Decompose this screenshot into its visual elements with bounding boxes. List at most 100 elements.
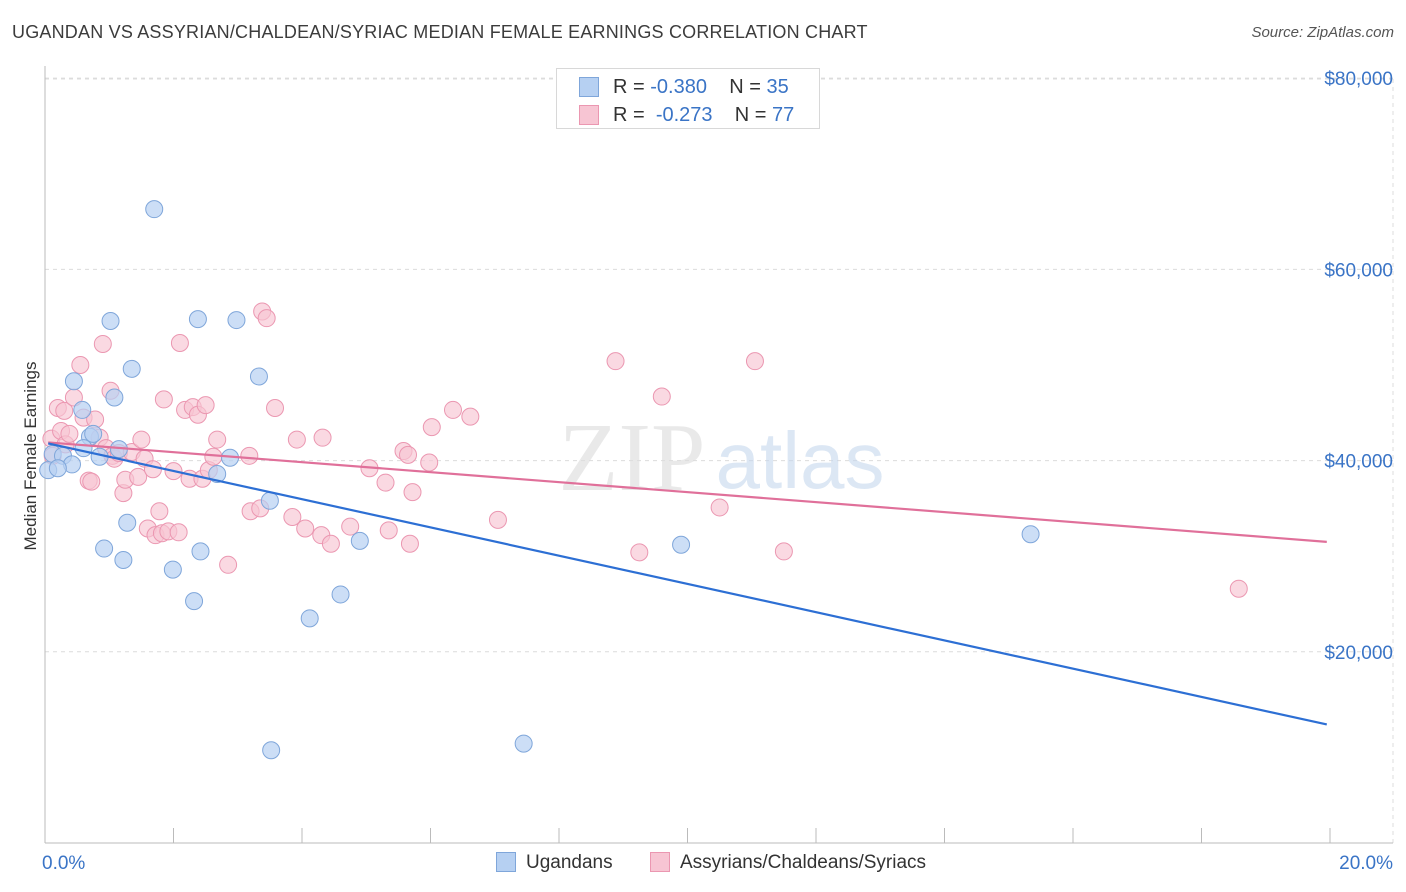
bottom-legend-label: Assyrians/Chaldeans/Syriacs bbox=[680, 852, 927, 873]
legend-swatch-pink bbox=[579, 105, 599, 125]
data-point-assyrians bbox=[422, 418, 441, 437]
data-point-assyrians bbox=[170, 334, 189, 353]
legend-r-value: -0.380 bbox=[650, 76, 707, 98]
data-point-assyrians bbox=[774, 542, 793, 561]
data-point-ugandans bbox=[95, 539, 114, 558]
legend-n-value: 77 bbox=[772, 104, 795, 126]
data-point-ugandans bbox=[208, 464, 227, 483]
data-point-assyrians bbox=[93, 334, 112, 353]
trend-line-ugandans bbox=[47, 442, 1328, 726]
watermark-atlas: atlas bbox=[716, 416, 885, 505]
data-point-assyrians bbox=[321, 534, 340, 553]
data-point-assyrians bbox=[154, 390, 173, 409]
data-point-assyrians bbox=[283, 508, 302, 527]
tick-labels: $20,000 $40,000 $60,000 $80,000 0.0% 20.0% bbox=[42, 69, 1393, 874]
data-point-ugandans bbox=[514, 734, 533, 753]
data-point-ugandans bbox=[191, 542, 210, 561]
data-point-ugandans bbox=[188, 310, 207, 329]
legend-n-label: N = bbox=[734, 104, 773, 126]
data-point-assyrians bbox=[55, 401, 74, 420]
legend-n-value: 35 bbox=[766, 76, 789, 98]
data-point-assyrians bbox=[71, 356, 90, 374]
data-point-assyrians bbox=[606, 352, 625, 371]
data-point-assyrians bbox=[399, 445, 418, 464]
bottom-legend-swatch-blue bbox=[496, 852, 516, 872]
data-point-ugandans bbox=[114, 551, 133, 570]
data-point-ugandans bbox=[84, 424, 103, 443]
data-point-ugandans bbox=[118, 513, 137, 532]
data-point-assyrians bbox=[82, 472, 101, 491]
trend-line-assyrians bbox=[48, 441, 1327, 543]
data-point-assyrians bbox=[150, 502, 169, 521]
data-point-assyrians bbox=[266, 399, 285, 418]
legend-r-label: R = bbox=[613, 104, 651, 126]
legend: R = -0.380 N = 35 R = -0.273 N = 77 bbox=[556, 68, 820, 129]
y-tick-label: $20,000 bbox=[1324, 643, 1393, 664]
data-point-assyrians bbox=[196, 396, 215, 415]
data-point-ugandans bbox=[262, 741, 281, 760]
data-point-assyrians bbox=[652, 387, 671, 406]
data-point-assyrians bbox=[240, 446, 259, 465]
data-point-ugandans bbox=[227, 311, 246, 330]
data-point-ugandans bbox=[163, 560, 182, 579]
data-point-assyrians bbox=[376, 473, 395, 492]
y-axis-label: Median Female Earnings bbox=[21, 361, 40, 551]
data-point-assyrians bbox=[257, 309, 276, 328]
data-point-assyrians bbox=[60, 424, 79, 443]
data-point-ugandans bbox=[73, 400, 92, 419]
data-point-assyrians bbox=[143, 460, 162, 479]
data-point-assyrians bbox=[443, 400, 462, 419]
watermark-zip: ZIP bbox=[559, 404, 706, 512]
data-point-assyrians bbox=[379, 521, 398, 540]
data-point-assyrians bbox=[403, 483, 422, 502]
data-point-ugandans bbox=[300, 609, 319, 628]
data-point-assyrians bbox=[129, 467, 148, 486]
data-point-assyrians bbox=[132, 430, 151, 449]
data-point-assyrians bbox=[488, 510, 507, 529]
legend-n-label: N = bbox=[729, 76, 767, 98]
series-ugandans-points bbox=[39, 200, 1040, 760]
legend-swatch-blue bbox=[579, 77, 599, 97]
data-point-assyrians bbox=[1229, 579, 1248, 598]
data-point-assyrians bbox=[400, 534, 419, 553]
data-point-assyrians bbox=[208, 430, 227, 449]
legend-r-value: -0.273 bbox=[655, 104, 713, 126]
data-point-assyrians bbox=[745, 352, 764, 371]
data-point-assyrians bbox=[296, 519, 315, 538]
data-point-ugandans bbox=[185, 592, 204, 611]
data-point-assyrians bbox=[341, 517, 360, 536]
data-point-assyrians bbox=[461, 407, 480, 426]
data-point-assyrians bbox=[630, 543, 649, 562]
legend-r-label: R = bbox=[613, 76, 651, 98]
data-point-ugandans bbox=[350, 531, 369, 550]
data-point-ugandans bbox=[672, 535, 691, 554]
y-tick-label: $80,000 bbox=[1324, 69, 1393, 90]
data-point-assyrians bbox=[710, 498, 729, 517]
y-tick-label: $40,000 bbox=[1324, 452, 1393, 473]
source-label: Source: ZipAtlas.com bbox=[1251, 24, 1394, 41]
data-point-ugandans bbox=[1021, 525, 1040, 544]
data-point-ugandans bbox=[64, 372, 83, 391]
chart-title: UGANDAN VS ASSYRIAN/CHALDEAN/SYRIAC MEDI… bbox=[12, 22, 868, 42]
y-tick-label: $60,000 bbox=[1324, 260, 1393, 281]
x-tick-label: 0.0% bbox=[42, 853, 85, 874]
data-point-ugandans bbox=[260, 491, 279, 510]
data-point-ugandans bbox=[48, 459, 67, 478]
data-point-ugandans bbox=[122, 359, 141, 378]
bottom-legend-label: Ugandans bbox=[526, 852, 613, 873]
data-point-assyrians bbox=[287, 430, 306, 449]
watermark: ZIP atlas bbox=[559, 404, 885, 512]
data-point-assyrians bbox=[420, 453, 439, 472]
data-point-ugandans bbox=[105, 388, 124, 407]
data-point-ugandans bbox=[145, 200, 164, 219]
data-point-assyrians bbox=[169, 523, 188, 542]
data-point-assyrians bbox=[219, 555, 238, 574]
bottom-legend-swatch-pink bbox=[650, 852, 670, 872]
data-point-ugandans bbox=[249, 367, 268, 386]
data-point-ugandans bbox=[101, 312, 120, 331]
data-point-ugandans bbox=[74, 439, 93, 458]
x-tick-label: 20.0% bbox=[1339, 853, 1393, 874]
trend-lines bbox=[47, 441, 1328, 726]
data-point-assyrians bbox=[313, 428, 332, 447]
